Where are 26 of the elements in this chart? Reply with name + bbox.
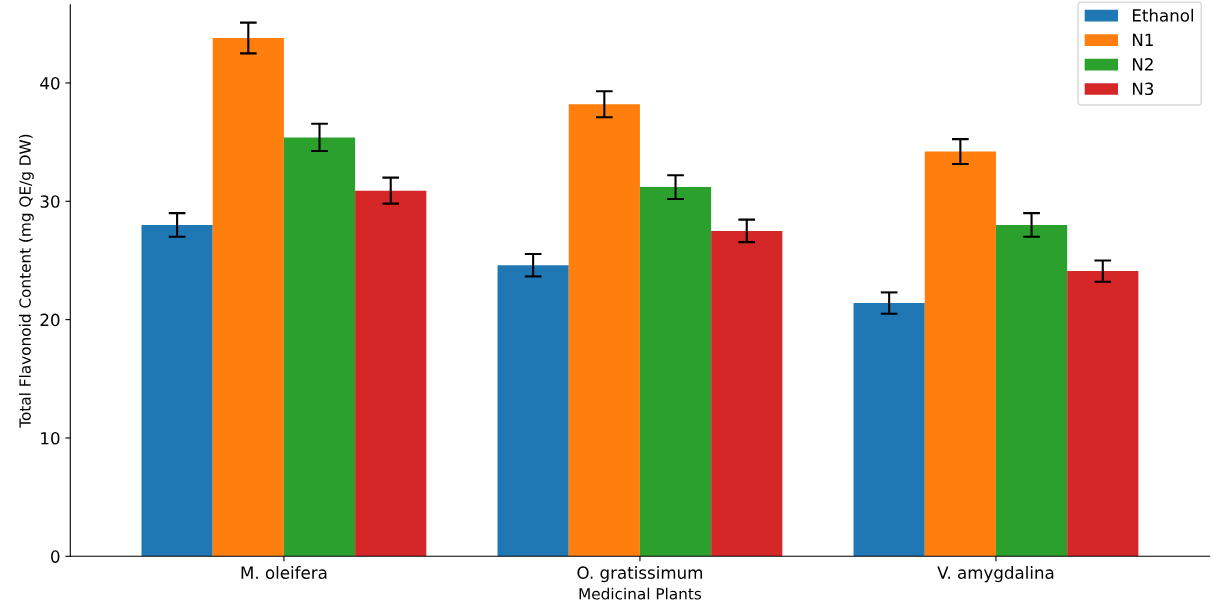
legend-label: N3 xyxy=(1132,82,1154,96)
x-tick-label: M. oleifera xyxy=(241,566,327,579)
bar xyxy=(711,230,783,557)
bar xyxy=(141,224,213,557)
bar xyxy=(639,187,712,557)
bar xyxy=(924,151,996,557)
legend-label: Ethanol xyxy=(1132,8,1194,22)
bar xyxy=(497,265,569,557)
bar xyxy=(283,137,356,557)
x-axis-title: Medicinal Plants xyxy=(579,587,702,600)
y-tick-label: 20 xyxy=(40,313,60,327)
bar xyxy=(853,303,925,557)
bar xyxy=(568,104,640,557)
legend-label: N1 xyxy=(1132,33,1153,46)
x-tick-label: O. gratissimum xyxy=(577,566,702,583)
bar xyxy=(1067,271,1139,557)
x-tick-label: V. amygdalina xyxy=(937,566,1054,583)
y-tick-label: 0 xyxy=(51,550,60,563)
bar xyxy=(212,37,284,557)
y-tick-label: 30 xyxy=(40,195,60,208)
legend-label: N2 xyxy=(1132,58,1153,71)
y-tick-label: 40 xyxy=(40,76,60,90)
y-tick-label: 10 xyxy=(41,431,60,445)
bar xyxy=(355,190,427,557)
y-axis-title: Total Flavonoid Content (mg QE/g DW) xyxy=(19,134,34,428)
bar xyxy=(995,224,1068,557)
